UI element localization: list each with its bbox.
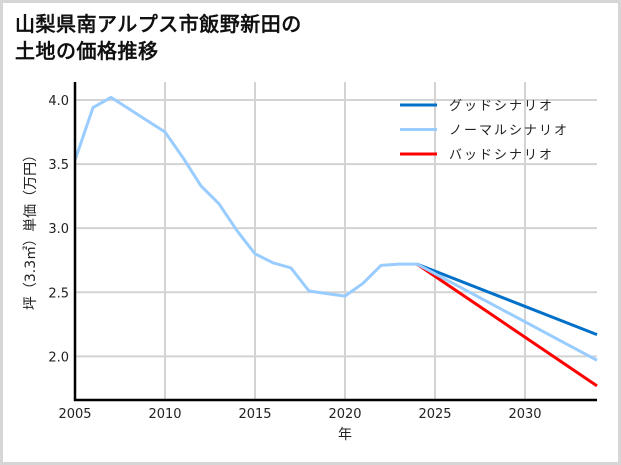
y-tick-label: 3.5 [48, 158, 69, 173]
y-tick-label: 3.0 [48, 222, 69, 237]
legend-label: バッドシナリオ [449, 148, 554, 163]
x-tick-label: 2010 [148, 407, 181, 422]
y-tick-label: 4.0 [48, 94, 69, 109]
legend-item-1: ノーマルシナリオ [400, 124, 569, 139]
x-axis-label: 年 [338, 427, 352, 443]
series-line-2 [416, 262, 598, 388]
x-tick-label: 2025 [418, 407, 451, 422]
x-tick-labels: 2005 2010 2015 2020 2025 2030 [58, 407, 541, 422]
x-tick-label: 2030 [508, 407, 541, 422]
y-tick-label: 2.0 [48, 350, 69, 365]
y-tick-labels: 2.0 2.5 3.0 3.5 4.0 [48, 94, 69, 365]
chart-title-line-2: 土地の価格推移 [15, 39, 159, 63]
series-line-1 [73, 95, 598, 362]
y-axis-label: 坪（3.3㎡）単価（万円） [23, 148, 39, 310]
legend-label: ノーマルシナリオ [449, 124, 569, 139]
chart-title-line-1: 山梨県南アルプス市飯野新田の [15, 12, 302, 36]
grid-lines [74, 82, 597, 400]
series-line-0 [416, 262, 598, 336]
legend-label: グッドシナリオ [449, 99, 554, 114]
axes [73, 82, 597, 402]
data-series [73, 95, 598, 388]
legend-item-2: バッドシナリオ [400, 148, 554, 163]
x-tick-label: 2015 [238, 407, 271, 422]
x-tick-label: 2020 [328, 407, 361, 422]
y-tick-label: 2.5 [48, 286, 69, 301]
chart-title: 山梨県南アルプス市飯野新田の 土地の価格推移 [15, 11, 302, 65]
legend-item-0: グッドシナリオ [400, 99, 554, 114]
x-tick-label: 2005 [58, 407, 91, 422]
